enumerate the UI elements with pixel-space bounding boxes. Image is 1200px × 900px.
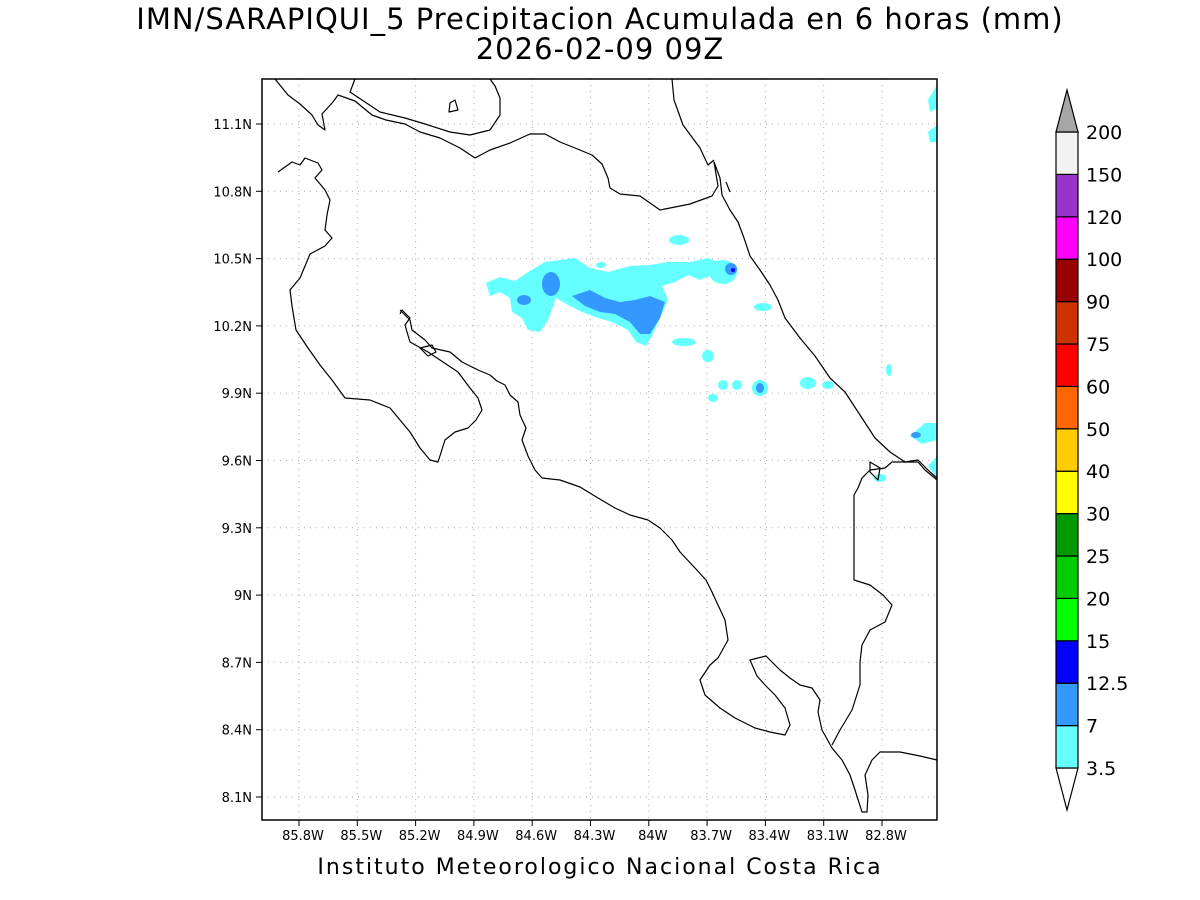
colorbar-segment: [1055, 258, 1079, 303]
lat-tick-label: 11.1N: [213, 118, 252, 133]
lat-tick-label: 9.6N: [222, 455, 252, 470]
latitude-axis: 11.1N 10.8N 10.5N 10.2N 9.9N 9.6N 9.3N 9N 8.7N 8.…: [213, 118, 262, 806]
colorbar-legend: 3.5 7 12.5 15 20 25 30 40 50 60 75 90 100 120 150 200: [1055, 87, 1128, 813]
colorbar-label: 90: [1086, 292, 1110, 314]
lon-tick-label: 85.2W: [399, 829, 441, 844]
colorbar-segment: [1055, 682, 1079, 727]
lat-tick-label: 10.8N: [213, 185, 252, 200]
lat-tick-label: 8.7N: [222, 656, 252, 671]
lon-tick-label: 84.9W: [457, 829, 499, 844]
map-frame: [261, 78, 938, 821]
lat-tick-label: 9.9N: [222, 387, 252, 402]
map-frame-bg: [262, 79, 937, 820]
colorbar-label: 75: [1086, 334, 1110, 356]
lon-tick-label: 85.8W: [282, 829, 324, 844]
precipitation-field: [486, 85, 937, 482]
coastlines-borders: [274, 78, 938, 813]
colorbar-label: 150: [1086, 164, 1122, 186]
colorbar-segment: [1055, 301, 1079, 345]
colorbar-label: 12.5: [1086, 673, 1128, 695]
colorbar-label: 200: [1086, 122, 1122, 144]
colorbar-label: 3.5: [1086, 758, 1116, 780]
colorbar-label: 20: [1086, 588, 1110, 610]
colorbar-max-triangle: [1055, 87, 1079, 133]
lat-tick-label: 9N: [234, 589, 252, 604]
map-title: IMN/SARAPIQUI_5 Precipitacion Acumulada …: [136, 2, 1064, 36]
lon-tick-label: 82.8W: [865, 829, 907, 844]
colorbar-segment: [1055, 428, 1079, 472]
colorbar-segment: [1055, 216, 1079, 260]
precip-12.5-15mm: [731, 268, 735, 272]
lon-tick-label: 83.7W: [690, 829, 732, 844]
colorbar-min-triangle: [1055, 767, 1079, 813]
colorbar-segment: [1055, 597, 1079, 642]
colorbar-label: 15: [1086, 631, 1110, 653]
lat-tick-label: 10.5N: [213, 253, 252, 268]
colorbar-label: 50: [1086, 419, 1110, 441]
precip-7-12.5mm: [517, 263, 921, 438]
colorbar-segment: [1055, 724, 1079, 769]
lon-tick-label: 83.1W: [807, 829, 849, 844]
colorbar-segment: [1055, 470, 1079, 515]
colorbar-segment: [1055, 131, 1079, 176]
colorbar-segment: [1055, 385, 1079, 430]
colorbar-label: 100: [1086, 249, 1122, 271]
colorbar-label: 7: [1086, 716, 1098, 738]
lon-tick-label: 83.4W: [748, 829, 790, 844]
map-subtitle-datetime: 2026-02-09 09Z: [475, 32, 725, 66]
lon-tick-label: 84W: [638, 829, 668, 844]
colorbar-segment: [1055, 173, 1079, 218]
colorbar-label: 30: [1086, 504, 1110, 526]
lat-tick-label: 8.4N: [222, 724, 252, 739]
colorbar-segment: [1055, 512, 1079, 557]
lat-tick-label: 8.1N: [222, 791, 252, 806]
colorbar-label: 60: [1086, 376, 1110, 398]
colorbar-label: 40: [1086, 461, 1110, 483]
footer-credit: Instituto Meteorologico Nacional Costa R…: [317, 855, 883, 880]
lat-tick-label: 10.2N: [213, 320, 252, 335]
colorbar-label: 25: [1086, 546, 1110, 568]
colorbar-segment: [1055, 343, 1079, 388]
lon-tick-label: 84.3W: [574, 829, 616, 844]
longitude-axis: 85.8W 85.5W 85.2W 84.9W 84.6W 84.3W 84W 83.7W 83…: [282, 820, 907, 844]
colorbar-segment: [1055, 640, 1079, 684]
colorbar-segment: [1055, 555, 1079, 600]
lat-tick-label: 9.3N: [222, 522, 252, 537]
lon-tick-label: 84.6W: [515, 829, 557, 844]
colorbar-label: 120: [1086, 207, 1122, 229]
lon-tick-label: 85.5W: [340, 829, 382, 844]
